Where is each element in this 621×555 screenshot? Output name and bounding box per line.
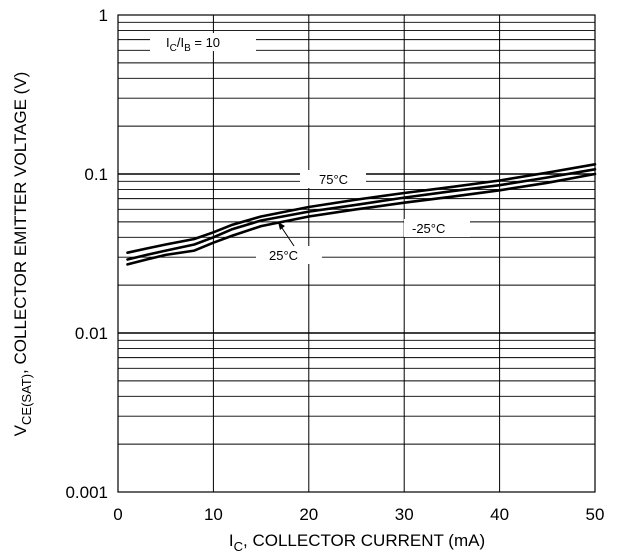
y-axis-title: VCE(SAT), COLLECTOR EMITTER VOLTAGE (V) [11,72,34,437]
plot-background [118,15,595,492]
x-axis-title: IC, COLLECTOR CURRENT (mA) [229,531,485,554]
x-tick-label-1: 10 [204,505,223,524]
plot-frame [117,14,596,493]
x-tick-label-0: 0 [113,505,122,524]
series-layer [126,163,597,266]
y-tick-label-1: 0.01 [75,324,108,343]
y-tick-label-2: 0.1 [84,165,108,184]
label-minus25c: -25°C [412,221,445,236]
series-line-1 [126,168,597,261]
x-tick-label-5: 50 [586,505,605,524]
y-tick-labels: 0.001 0.01 0.1 1 [65,6,108,502]
y-tick-label-3: 1 [99,6,108,25]
condition-label-bg [150,33,256,51]
series-line-0 [126,163,597,254]
y-tick-label-0: 0.001 [65,483,108,502]
label-25c-arrowhead [278,222,285,230]
condition-label: IC/IB = 10 [166,35,220,54]
label-75c-bg [300,170,366,188]
label-25c-bg [256,246,322,264]
series-line-2 [126,172,597,266]
label-m25c-bg [404,219,470,237]
x-tick-label-3: 30 [395,505,414,524]
label-75c: 75°C [319,172,348,187]
label-25c: 25°C [269,248,298,263]
x-tick-label-2: 20 [299,505,318,524]
x-tick-labels: 0 10 20 30 40 50 [113,505,604,524]
x-tick-label-4: 40 [490,505,509,524]
